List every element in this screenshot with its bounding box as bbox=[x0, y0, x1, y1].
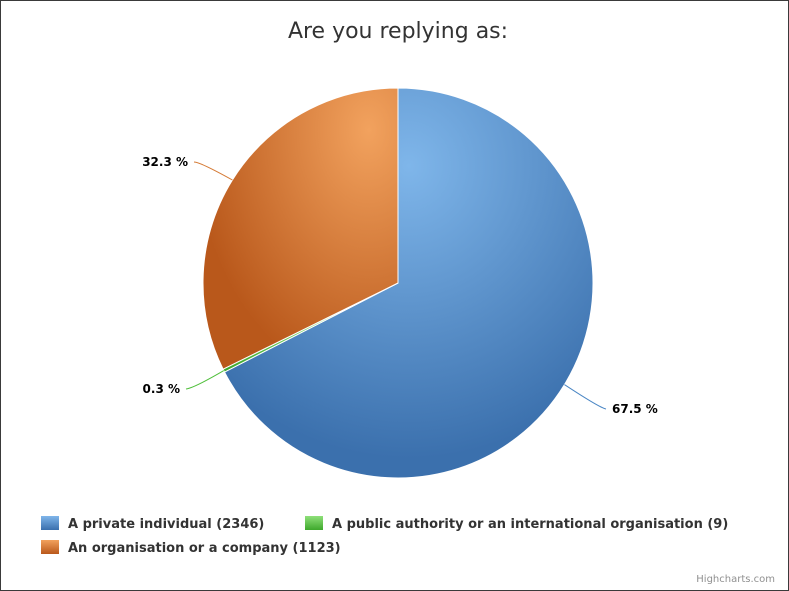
data-labels: 67.5 % 0.3 % 32.3 % bbox=[142, 155, 658, 416]
chart-title: Are you replying as: bbox=[288, 19, 508, 44]
legend-item-private-individual[interactable]: A private individual (2346) bbox=[68, 517, 264, 532]
credits-link[interactable]: Highcharts.com bbox=[696, 574, 775, 585]
pie-slices bbox=[202, 87, 594, 479]
data-label-private-individual: 67.5 % bbox=[612, 402, 658, 416]
pie-slice-organisation-company[interactable] bbox=[202, 87, 399, 370]
connector-private-individual bbox=[564, 384, 607, 410]
legend-swatch-public-authority bbox=[305, 516, 323, 530]
legend-item-organisation-company[interactable]: An organisation or a company (1123) bbox=[68, 541, 341, 556]
legend: A private individual (2346) A public aut… bbox=[41, 516, 728, 556]
legend-swatch-organisation-company bbox=[41, 540, 59, 554]
legend-swatch-private-individual bbox=[41, 516, 59, 530]
connector-organisation-company bbox=[193, 161, 233, 181]
legend-item-public-authority[interactable]: A public authority or an international o… bbox=[332, 517, 728, 532]
connector-public-authority bbox=[185, 370, 225, 390]
data-label-organisation-company: 32.3 % bbox=[142, 155, 188, 169]
data-label-public-authority: 0.3 % bbox=[143, 382, 180, 396]
label-connectors bbox=[185, 161, 607, 410]
